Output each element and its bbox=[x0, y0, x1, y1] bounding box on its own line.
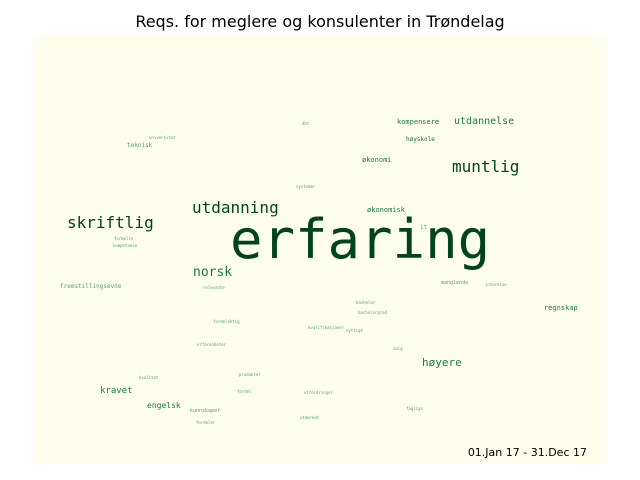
word-kompensere: kompensere bbox=[397, 118, 439, 126]
word-interesse: interesse bbox=[485, 282, 507, 287]
word-formelle: formelle bbox=[114, 236, 134, 241]
word-fordel: fordel bbox=[237, 389, 252, 394]
word-høyskole: høyskole bbox=[406, 136, 435, 143]
word-økonomisk: økonomisk bbox=[367, 206, 406, 214]
word-utfordringer: utfordringer bbox=[304, 390, 333, 395]
word-teknisk: teknisk bbox=[127, 142, 153, 149]
word-salg: salg bbox=[393, 346, 403, 351]
word-erfarenheter: erfarenheter bbox=[197, 342, 226, 347]
word-utdanning: utdanning bbox=[192, 198, 279, 217]
word-systemer: systemer bbox=[296, 184, 316, 189]
word-dbt: dbt bbox=[302, 121, 310, 126]
word-bachelorgrad: bachelorgrad bbox=[358, 310, 387, 315]
word-cloud-background bbox=[34, 36, 606, 464]
word-fagligs: fagligs bbox=[406, 406, 423, 411]
word-cloud: erfaring muntlig skriftlig utdanning norsk hø… bbox=[60, 116, 578, 425]
word-fordelaktig: fordelaktig bbox=[213, 319, 240, 324]
word-kvalifikasjoner: kvalifikasjoner bbox=[308, 325, 345, 330]
date-range-label: 01.Jan 17 - 31.Dec 17 bbox=[467, 446, 587, 459]
word-høyere: høyere bbox=[422, 356, 462, 369]
word-muntlig: muntlig bbox=[452, 157, 519, 176]
word-erfaring: erfaring bbox=[230, 208, 490, 271]
word-regnskap: regnskap bbox=[544, 304, 578, 312]
word-kunnskaper: kunnskaper bbox=[190, 408, 220, 414]
word-kvalitet: kvalitet bbox=[139, 375, 159, 380]
word-norsk: norsk bbox=[193, 265, 232, 280]
word-fordeler: fordeler bbox=[196, 420, 216, 425]
word-bachelor: bachelor bbox=[356, 300, 376, 305]
word-skriftlig: skriftlig bbox=[67, 213, 154, 232]
word-universitet: universitet bbox=[149, 135, 176, 140]
word-utmerket: utmerket bbox=[300, 415, 320, 420]
word-it: it bbox=[420, 224, 428, 231]
word-kompetanse: kompetanse bbox=[113, 243, 138, 248]
word-fremstillingsevne: fremstillingsevne bbox=[60, 283, 122, 290]
word-kravet: kravet bbox=[100, 386, 133, 396]
word-relevante: relevante bbox=[203, 285, 225, 290]
word-manglende: manglende bbox=[441, 280, 468, 286]
word-økonomi: økonomi bbox=[362, 156, 392, 164]
word-produkter: produkter bbox=[239, 372, 261, 377]
chart-title: Reqs. for meglere og konsulenter in Trøn… bbox=[135, 12, 505, 31]
word-nyttige: nyttige bbox=[346, 328, 363, 333]
word-engelsk: engelsk bbox=[147, 401, 181, 410]
word-utdannelse: utdannelse bbox=[454, 116, 514, 127]
